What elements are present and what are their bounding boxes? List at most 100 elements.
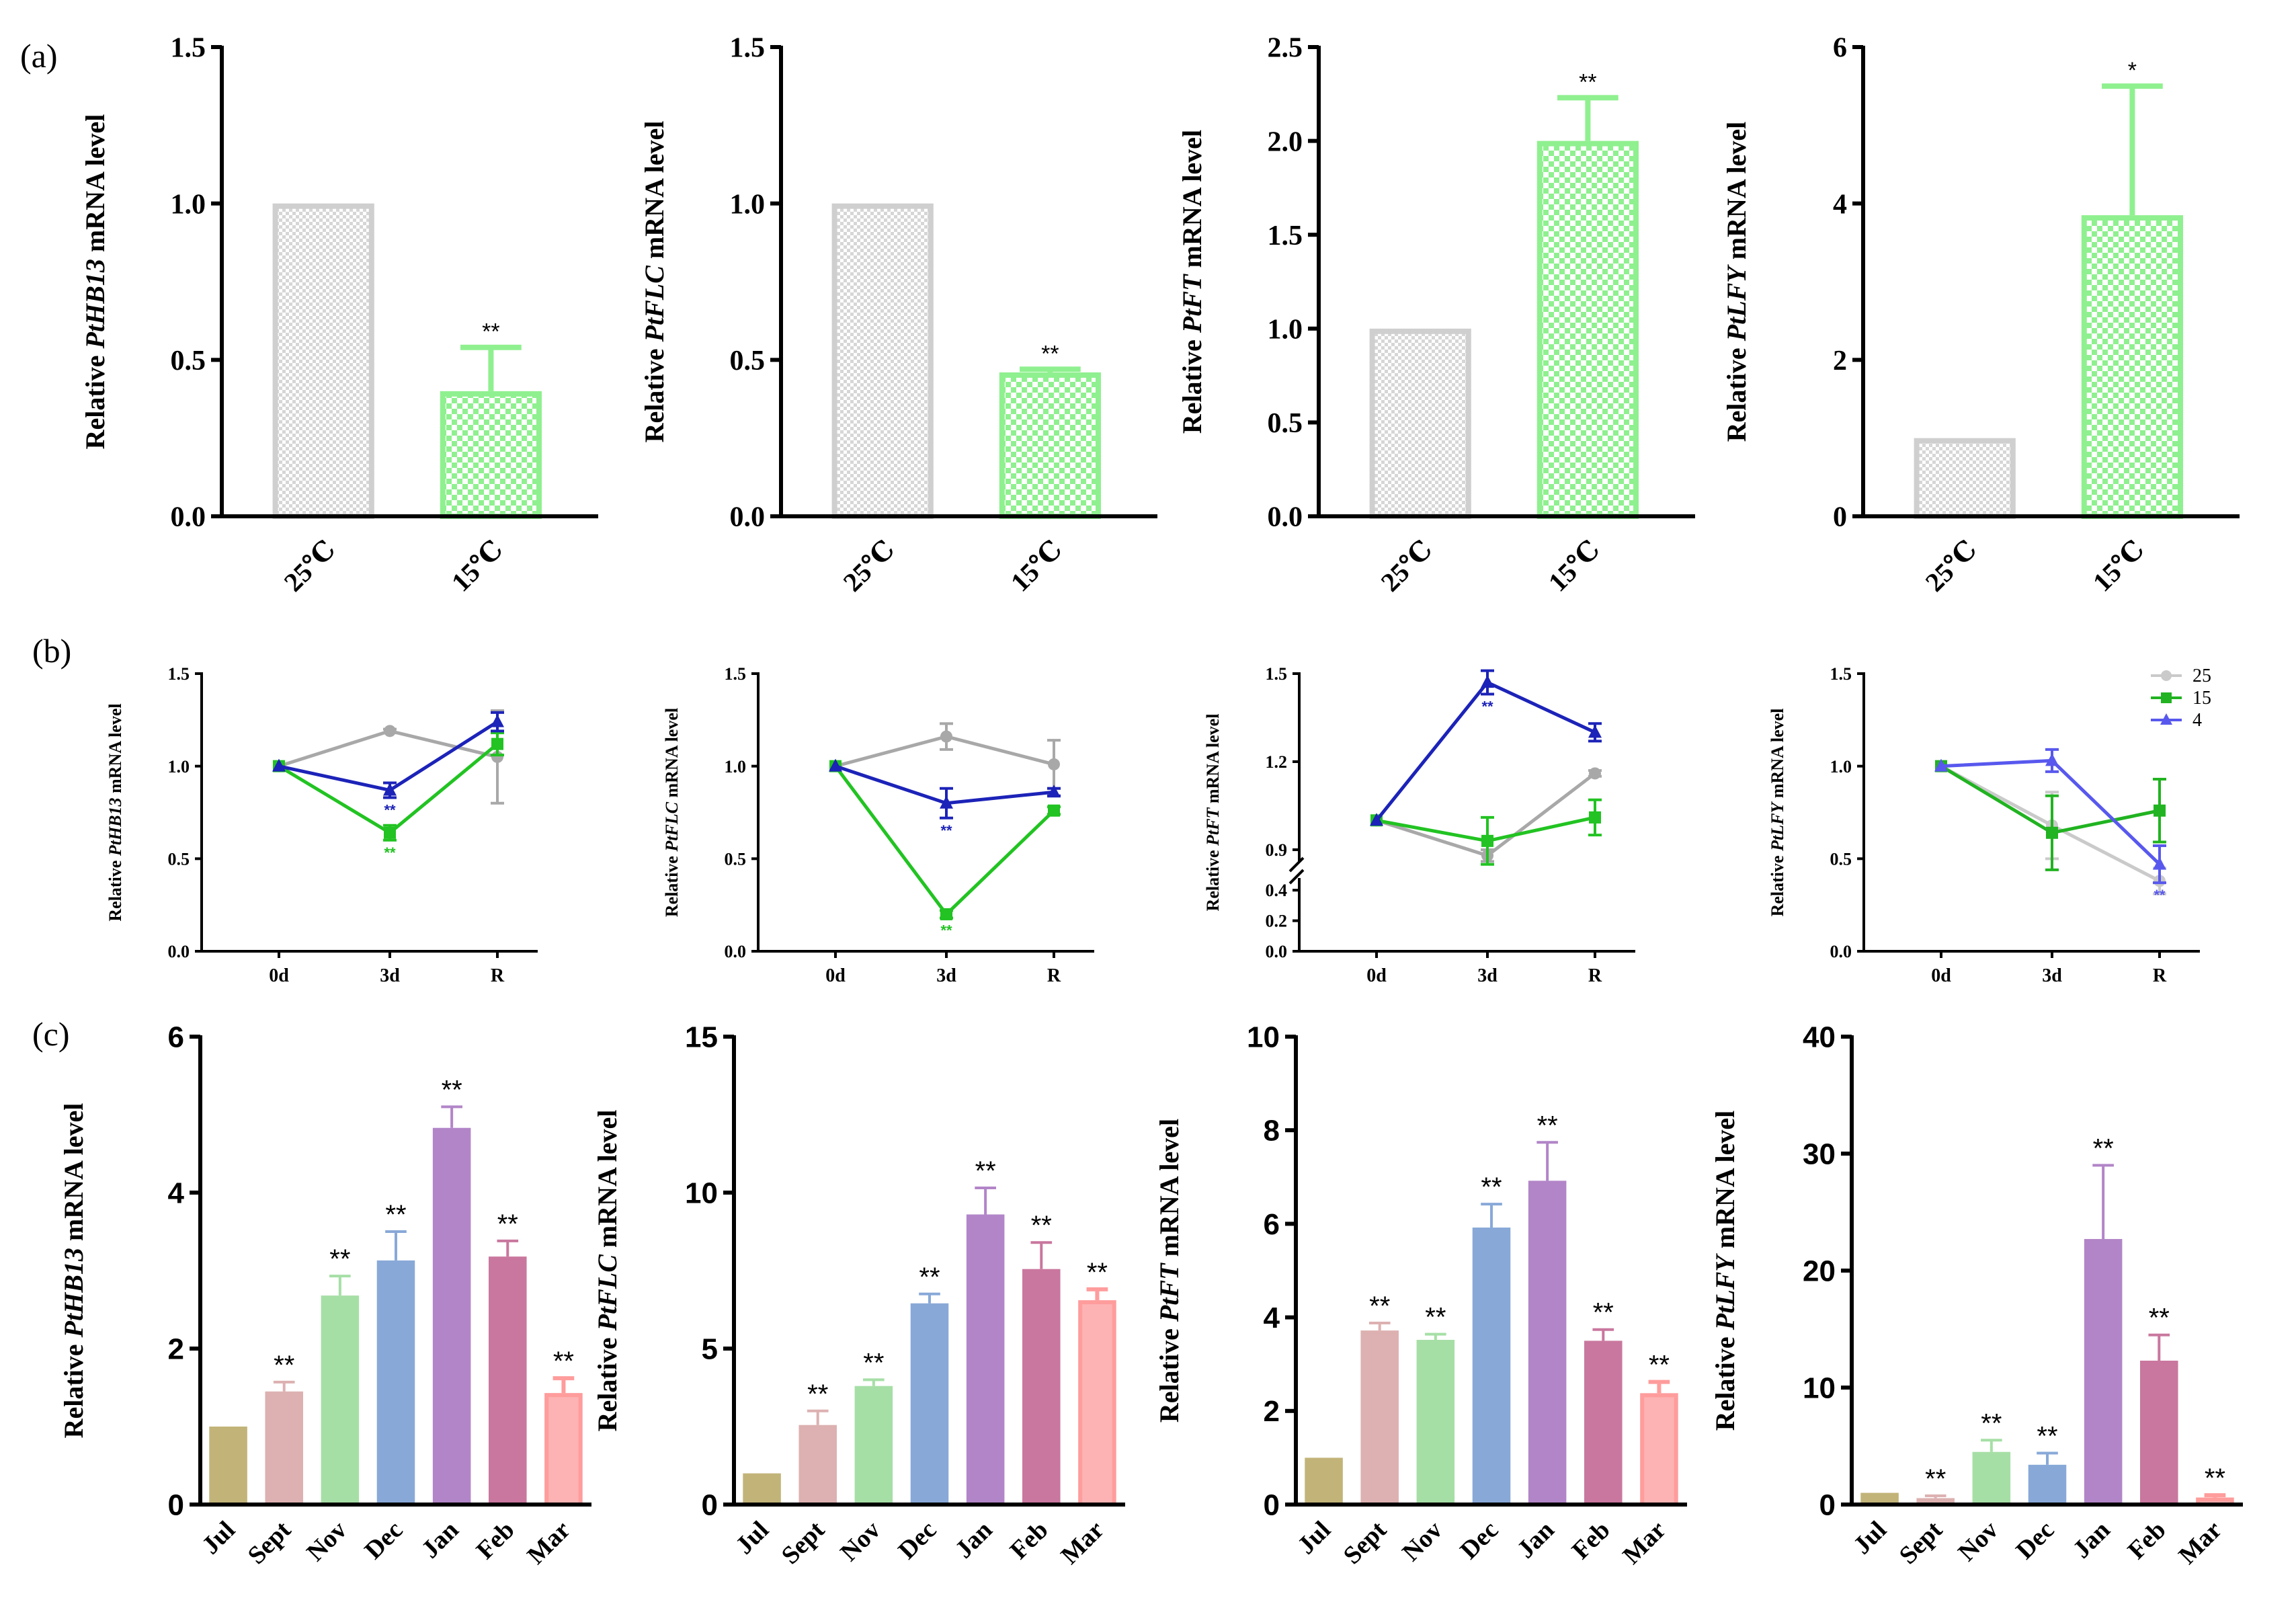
bar-nov [321,1295,360,1506]
y-tick-label: 10 [1247,1021,1280,1053]
x-category-label: Sept [243,1515,297,1570]
bar-feb [1022,1269,1061,1507]
y-axis-label-prefix: Relative [592,1330,622,1431]
y-tick-label: 6 [168,1021,184,1053]
significance-marker: ** [1425,1303,1446,1332]
y-tick-label: 6 [1833,33,1847,64]
y-tick-label: 1.5 [1830,664,1852,684]
y-axis-label-suffix: mRNA level [592,1110,622,1255]
chart-c-pthb13: Relative PtHB13 mRNA level Jul ** Sept ** Nov… [58,1021,591,1570]
x-tick-label: 0d [269,965,289,986]
point-25 [1589,767,1601,780]
y-tick-label: 2 [1264,1395,1280,1428]
y-tick-label: 1.5 [725,664,747,684]
bar-nov [1972,1451,2011,1506]
bar-mar [544,1393,583,1507]
y-tick-label: 15 [685,1021,718,1053]
y-tick-label: 1.0 [730,189,766,220]
y-tick-label: 4 [1833,189,1847,220]
y-axis-label-gene: PtFT [1177,274,1207,333]
x-category-label: 25℃ [837,534,901,598]
y-tick-label: 2.0 [1268,126,1303,157]
significance-marker: ** [497,1209,518,1239]
panel-label-c: (c) [32,1015,70,1053]
bar-dec [1472,1227,1511,1507]
y-tick-label: 0.5 [725,849,747,869]
y-tick-label: 1.0 [1830,757,1852,776]
significance-marker: ** [2037,1421,2057,1451]
y-tick-label: 0.0 [1830,942,1852,961]
bar-15 [440,391,542,519]
y-tick-label: 6 [1264,1208,1280,1241]
y-axis-label-suffix: mRNA level [1721,122,1752,267]
y-tick-label: 4 [1264,1302,1280,1334]
x-category-label: Nov [301,1516,352,1567]
y-axis-label-gene: PtLFY [1768,801,1787,852]
point-4 [491,714,504,727]
y-axis-label-prefix: Relative [1721,341,1752,442]
bar-jul [209,1427,247,1506]
y-tick-label: 1.5 [1266,664,1288,684]
x-category-label: 15℃ [446,534,509,598]
y-tick-label: 40 [1803,1021,1836,1053]
y-tick-label: 0.0 [730,502,766,533]
y-tick-label: 0 [1833,502,1847,533]
y-tick-label: 10 [1803,1371,1836,1404]
y-axis-label-suffix: mRNA level [1154,1119,1184,1264]
x-category-label: Feb [471,1516,520,1565]
y-axis-label-gene: PtFLC [639,265,669,343]
x-tick-label: R [1047,965,1061,986]
chart-c-ptft: Relative PtFT mRNA level Jul ** Sept ** Nov **… [1154,1021,1687,1570]
x-category-label: Feb [2123,1516,2172,1565]
x-category-label: Feb [1005,1516,1054,1565]
y-axis-label: Relative PtFLC mRNA level [639,121,669,443]
x-category-label: Mar [522,1516,576,1570]
x-category-label: Nov [1397,1516,1448,1567]
significance-marker: ** [975,1156,996,1186]
y-tick-label: 1.0 [168,757,190,776]
y-axis-label-suffix: mRNA level [662,708,682,802]
y-tick-label: 0 [1264,1488,1280,1521]
point-4 [1047,785,1061,798]
x-category-label: Dec [893,1516,942,1565]
x-category-label: 25℃ [1920,534,1983,598]
chart-b-ptlfy: Relative PtLFY mRNA level ** 0.0 0.5 1.0 1.5 0… [1768,664,2211,986]
bar-15 [1536,141,1639,520]
y-axis-label-prefix: Relative [662,852,682,917]
y-tick-label: 10 [685,1176,718,1209]
point-4 [1481,675,1494,688]
y-axis-label-prefix: Relative [1710,1330,1740,1431]
y-tick-label: 2 [1833,346,1847,376]
y-axis-label-prefix: Relative [80,348,110,449]
x-category-label: 15℃ [1005,534,1068,598]
x-tick-label: 3d [1477,965,1498,986]
y-axis-label-suffix: mRNA level [1177,130,1207,275]
bar-15 [2081,215,2184,519]
y-tick-label: 0.5 [1830,849,1852,869]
x-category-label: Jul [1292,1516,1336,1560]
y-tick-label: 1.0 [1268,315,1303,346]
y-axis-label-gene: PtFLC [592,1254,622,1332]
y-axis-label-gene: PtFT [1203,807,1223,846]
y-tick-label: 20 [1803,1254,1836,1287]
point-15 [1481,834,1493,847]
bar-dec [910,1303,949,1506]
significance-marker: ** [1981,1408,2002,1438]
x-tick-label: 0d [825,965,846,986]
x-category-label: Jul [730,1516,774,1560]
x-category-label: 15℃ [1543,534,1606,598]
bar-feb [2140,1360,2178,1506]
x-category-label: Sept [776,1515,831,1570]
y-tick-label: 30 [1803,1137,1836,1170]
significance-marker: ** [1649,1351,1670,1380]
y-axis-label-prefix: Relative [1154,1322,1184,1423]
x-tick-label: 0d [1931,965,1951,986]
y-axis-label-prefix: Relative [1203,846,1223,911]
bar-jan [1528,1181,1567,1507]
significance-marker: ** [940,922,952,938]
x-tick-label: 3d [936,965,956,986]
bar-jan [2084,1239,2123,1507]
y-tick-label: 0.0 [1268,502,1303,533]
point-4 [940,795,953,809]
